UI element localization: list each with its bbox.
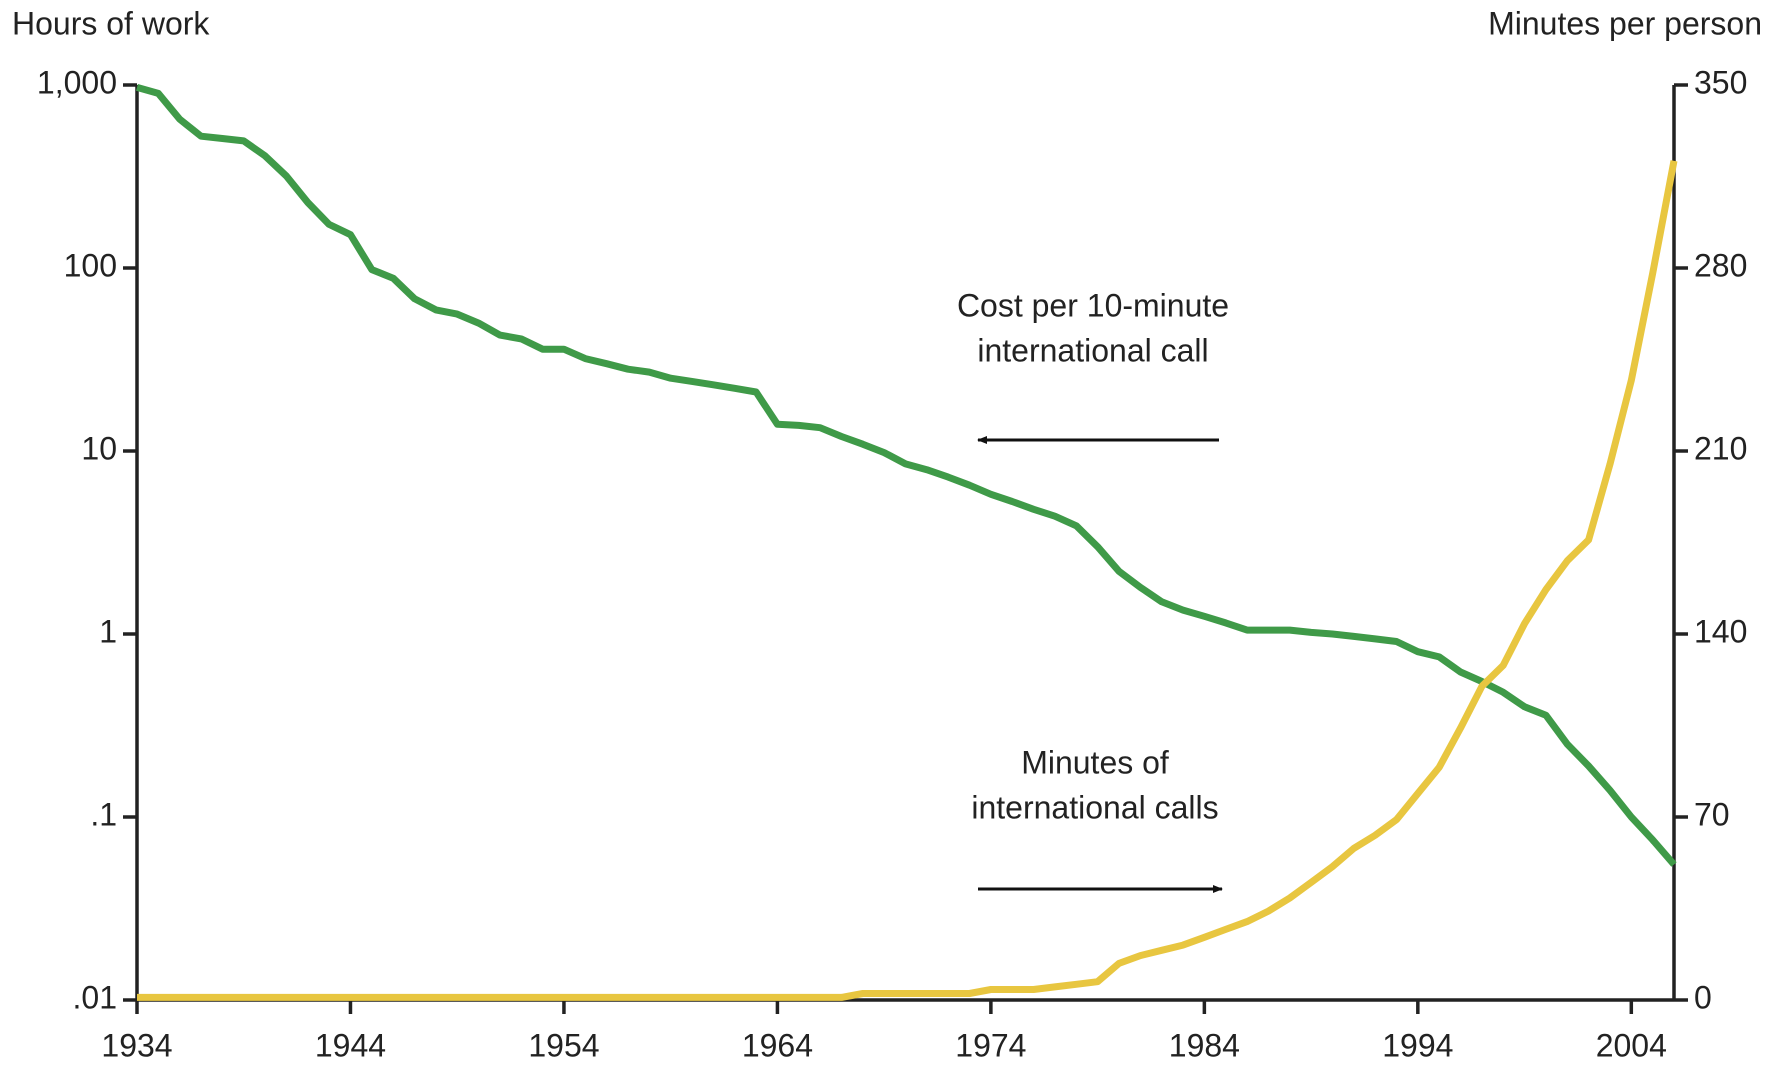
y-tick-label: .1 <box>90 796 117 832</box>
y-tick-label: 10 <box>81 430 117 466</box>
x-tick-label: 1974 <box>955 1027 1026 1063</box>
x-tick-label: 2004 <box>1596 1027 1667 1063</box>
y-tick-label: 100 <box>64 247 117 283</box>
annotation: international calls <box>971 789 1218 825</box>
x-tick-label: 1984 <box>1169 1027 1240 1063</box>
y2-axis-label: Minutes per person <box>1488 5 1762 41</box>
annotation: Minutes of <box>1021 744 1169 780</box>
data-line <box>137 160 1678 1001</box>
y-axis-label: Hours of work <box>12 5 210 41</box>
x-tick-label: 1994 <box>1382 1027 1453 1063</box>
y2-tick-label: 0 <box>1694 979 1712 1015</box>
x-tick-label: 1954 <box>528 1027 599 1063</box>
y2-tick-label: 350 <box>1694 64 1747 100</box>
x-tick-label: 1934 <box>101 1027 172 1063</box>
y-tick-label: 1 <box>99 613 117 649</box>
y-tick-label: 1,000 <box>37 64 117 100</box>
annotation: international call <box>977 332 1208 368</box>
y2-tick-label: 70 <box>1694 796 1730 832</box>
y-tick-label: .01 <box>73 979 117 1015</box>
x-tick-label: 1964 <box>742 1027 813 1063</box>
data-line <box>136 84 1677 867</box>
x-tick-label: 1944 <box>315 1027 386 1063</box>
y2-tick-label: 280 <box>1694 247 1747 283</box>
annotation: Cost per 10-minute <box>957 287 1229 323</box>
y2-tick-label: 210 <box>1694 430 1747 466</box>
y2-tick-label: 140 <box>1694 613 1747 649</box>
